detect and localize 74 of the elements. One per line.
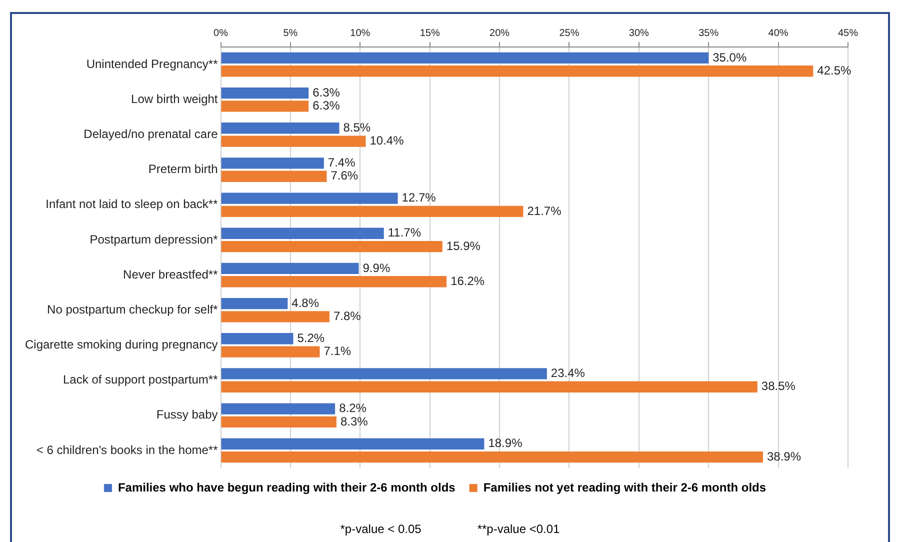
x-tick-label: 10% bbox=[350, 28, 370, 39]
y-tick-label: Never breastfed** bbox=[123, 267, 218, 282]
y-tick-label: Lack of support postpartum** bbox=[63, 372, 218, 387]
bar bbox=[221, 66, 814, 77]
data-label: 6.3% bbox=[312, 85, 340, 100]
bar bbox=[221, 87, 309, 99]
data-label: 21.7% bbox=[527, 204, 562, 218]
bar bbox=[221, 333, 294, 344]
bar bbox=[221, 403, 336, 414]
bar bbox=[221, 122, 340, 134]
data-label: 7.6% bbox=[330, 168, 358, 183]
bar bbox=[221, 100, 309, 112]
text: **p-value <0.01 bbox=[477, 522, 560, 536]
x-tick-label: 15% bbox=[420, 28, 440, 39]
bar bbox=[221, 368, 547, 380]
data-label: 8.3% bbox=[340, 414, 368, 428]
data-label: 7.4% bbox=[328, 156, 356, 170]
bar bbox=[221, 240, 442, 252]
x-tick-label: 45% bbox=[838, 28, 858, 39]
data-label: 15.9% bbox=[446, 238, 481, 253]
x-tick-label: 25% bbox=[559, 28, 580, 39]
bar bbox=[221, 228, 384, 239]
bar bbox=[221, 206, 524, 218]
y-tick-label: Delayed/no prenatal care bbox=[84, 127, 218, 142]
y-tick-label: Cigarette smoking during pregnancy bbox=[24, 338, 218, 352]
bar bbox=[221, 381, 758, 392]
data-label: 42.5% bbox=[817, 63, 852, 78]
bar bbox=[221, 170, 327, 182]
data-label: 12.7% bbox=[402, 190, 436, 205]
y-tick-label: < 6 children's books in the home** bbox=[36, 442, 218, 457]
y-tick-label: Postpartum depression* bbox=[90, 232, 218, 246]
data-label: 6.3% bbox=[312, 98, 340, 113]
bar bbox=[221, 311, 330, 322]
data-label: 10.4% bbox=[370, 134, 404, 148]
x-tick-label: 35% bbox=[698, 28, 719, 39]
legend-label: Families who have begun reading with their 2-6 month olds bbox=[118, 480, 456, 494]
data-label: 8.2% bbox=[339, 401, 367, 416]
text: *p-value < 0.05 bbox=[340, 522, 422, 536]
data-label: 4.8% bbox=[292, 296, 320, 310]
x-tick-label: 40% bbox=[768, 28, 788, 39]
bar bbox=[221, 52, 709, 64]
y-tick-label: Infant not laid to sleep on back** bbox=[46, 197, 218, 212]
bar bbox=[221, 451, 763, 463]
x-tick-label: 30% bbox=[628, 28, 650, 39]
bar bbox=[221, 136, 366, 147]
data-label: 35.0% bbox=[712, 50, 747, 64]
bar bbox=[221, 438, 484, 450]
data-label: 9.9% bbox=[362, 260, 390, 275]
data-label: 5.2% bbox=[297, 330, 325, 345]
y-tick-label: Low birth weight bbox=[131, 92, 218, 106]
data-label: 16.2% bbox=[450, 274, 485, 288]
bar bbox=[221, 262, 359, 274]
data-label: 38.9% bbox=[766, 449, 802, 464]
y-tick-label: Preterm birth bbox=[148, 162, 218, 176]
data-label: 38.5% bbox=[761, 379, 796, 394]
data-label: 7.1% bbox=[324, 344, 352, 358]
x-tick-label: 5% bbox=[283, 28, 298, 39]
bar bbox=[221, 158, 324, 169]
bar bbox=[221, 192, 398, 204]
y-tick-label: Unintended Pregnancy** bbox=[86, 56, 218, 71]
bar bbox=[221, 298, 288, 310]
bar bbox=[221, 346, 320, 358]
data-label: 8.5% bbox=[343, 120, 371, 134]
data-label: 23.4% bbox=[550, 366, 586, 380]
x-tick-label: 20% bbox=[490, 28, 510, 39]
bar bbox=[221, 416, 336, 428]
bar bbox=[221, 276, 447, 288]
data-label: 7.8% bbox=[333, 309, 362, 324]
data-label: 11.7% bbox=[388, 226, 422, 240]
data-label: 18.9% bbox=[488, 436, 523, 450]
legend-label: Families not yet reading with their 2-6 month olds bbox=[483, 480, 766, 494]
y-tick-label: Fussy baby bbox=[156, 408, 218, 422]
x-tick-label: 0% bbox=[214, 28, 228, 39]
y-tick-label: No postpartum checkup for self* bbox=[47, 302, 218, 316]
